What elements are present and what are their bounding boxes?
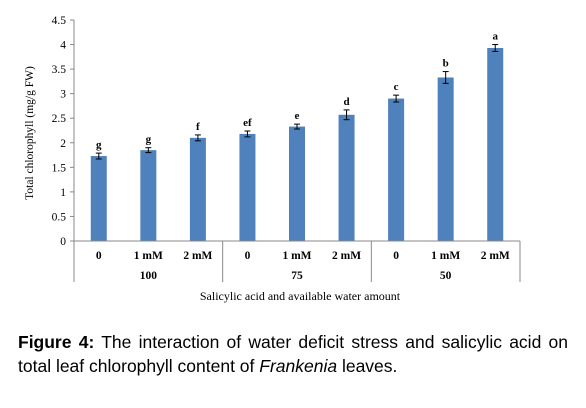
x-axis: 0 1 mM 2 mM 0 1 mM 2 mM 0 1 mM 2 mM 100 75 50	[73, 240, 521, 282]
y-tick-label: 0	[60, 236, 66, 248]
significance-letter: e	[295, 110, 300, 122]
significance-letter: f	[196, 121, 200, 133]
category-label: 1 mM	[431, 250, 460, 262]
category-label: 2 mM	[481, 250, 510, 262]
category-label: 2 mM	[183, 250, 212, 262]
bar	[189, 137, 206, 241]
caption-label: Figure 4:	[18, 332, 95, 352]
figure-caption: Figure 4: The interaction of water defic…	[18, 330, 568, 378]
x-axis-label: Salicylic acid and available water amoun…	[200, 289, 401, 303]
caption-end: leaves.	[337, 356, 398, 376]
y-tick-label: 4	[60, 40, 66, 52]
bar	[289, 126, 305, 241]
y-axis: 0 0.5 1 1.5 2 2.5 3 3.5 4 4.5	[52, 15, 75, 248]
category-label: 2 mM	[332, 250, 361, 262]
category-label: 0	[393, 250, 399, 262]
y-tick-label: 1.5	[52, 162, 67, 174]
y-tick-label: 2.5	[52, 113, 67, 125]
y-tick-label: 3	[60, 89, 66, 101]
bar	[388, 98, 405, 241]
bar	[239, 133, 256, 241]
bar	[437, 77, 454, 242]
group-label: 50	[440, 270, 452, 282]
group-label: 100	[140, 270, 158, 282]
category-label: 0	[245, 250, 251, 262]
y-tick-label: 2	[60, 138, 66, 150]
y-tick-label: 0.5	[52, 211, 67, 223]
bars: g g f ef e d c b a	[90, 31, 504, 242]
category-label: 1 mM	[134, 250, 163, 262]
category-label: 1 mM	[282, 250, 311, 262]
significance-letter: c	[394, 81, 399, 93]
significance-letter: g	[96, 139, 102, 151]
y-tick-label: 3.5	[52, 64, 67, 76]
bar	[487, 47, 504, 241]
bar	[90, 156, 107, 241]
y-tick-label: 4.5	[52, 15, 67, 27]
caption-species: Frankenia	[259, 356, 338, 376]
caption-text: The interaction of water deficit stress …	[18, 332, 569, 376]
significance-letter: g	[146, 134, 152, 146]
y-axis-label: Total chlorophyll (mg/g FW)	[24, 66, 36, 200]
significance-letter: ef	[243, 117, 252, 129]
significance-letter: b	[443, 58, 449, 70]
bar	[338, 114, 355, 241]
bar	[140, 150, 157, 241]
bar-chart: Total chlorophyll (mg/g FW) 0 0.5 1 1.5 2 2.5…	[24, 15, 521, 303]
group-label: 75	[291, 270, 303, 282]
category-label: 0	[96, 250, 102, 262]
y-tick-label: 1	[60, 187, 66, 199]
significance-letter: a	[492, 31, 498, 43]
significance-letter: d	[343, 96, 349, 108]
